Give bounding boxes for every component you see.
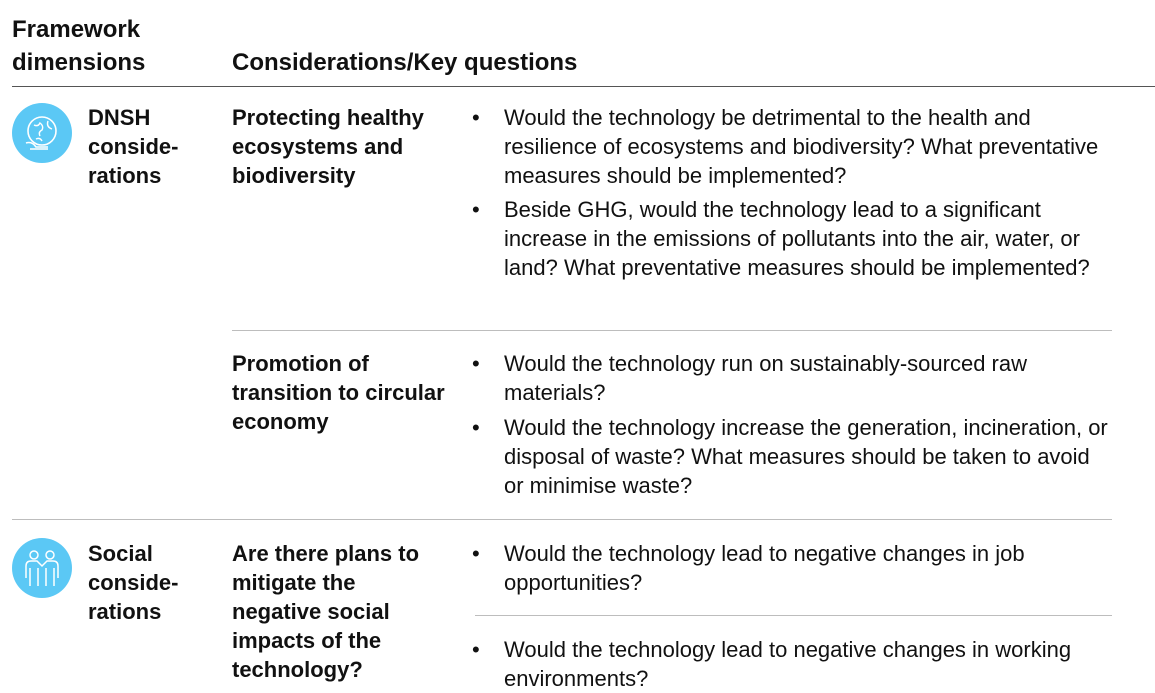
question: Would the technology run on sustainably-…	[504, 351, 1028, 405]
bullet: •	[472, 541, 480, 566]
dnsh-icon	[12, 103, 72, 163]
dimension-label: Social conside-rations	[88, 541, 179, 624]
separator	[232, 330, 1112, 331]
bullet: •	[472, 351, 480, 376]
bullet: •	[472, 197, 480, 222]
social-icon	[12, 538, 72, 598]
header-col1: Framework dimensions	[12, 16, 146, 76]
question: Would the technology be detrimental to t…	[504, 105, 1099, 188]
subsection-title: Promotion of transition to circular econ…	[232, 351, 445, 434]
separator	[12, 519, 1112, 520]
question: Would the technology increase the genera…	[504, 415, 1108, 498]
subsection-title: Protecting healthy ecosystems and biodiv…	[232, 105, 424, 188]
header-rule	[12, 86, 1155, 87]
dimension-label: DNSH conside-rations	[88, 105, 179, 188]
bullet: •	[472, 637, 480, 662]
bullet: •	[472, 105, 480, 130]
subsection-title: Are there plans to mitigate the negative…	[232, 541, 420, 682]
bullet: •	[472, 415, 480, 440]
question: Would the technology lead to negative ch…	[504, 541, 1025, 595]
question: Beside GHG, would the technology lead to…	[504, 197, 1090, 280]
question: Would the technology lead to negative ch…	[504, 637, 1072, 691]
separator	[475, 615, 1112, 616]
header-col2: Considerations/Key questions	[232, 49, 578, 76]
